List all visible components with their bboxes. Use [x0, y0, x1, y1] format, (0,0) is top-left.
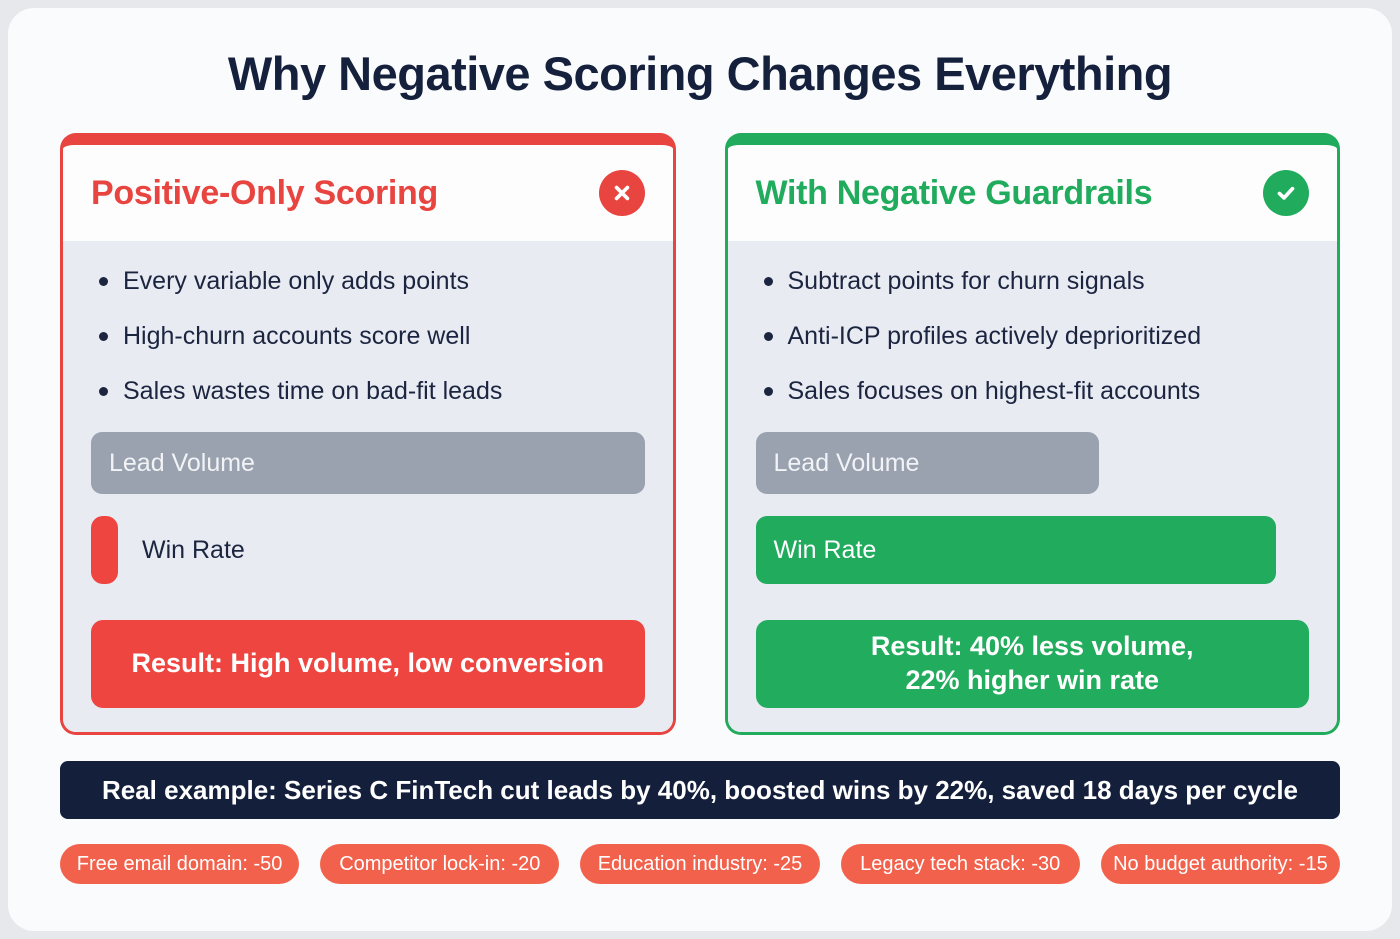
card-positive-bullets: Every variable only adds points High-chu… — [91, 267, 645, 406]
lead-volume-label: Lead Volume — [773, 448, 920, 477]
result-badge-negative: Result: 40% less volume, 22% higher win … — [755, 620, 1309, 708]
card-negative-bars: Lead Volume Win Rate Result: 40% less vo… — [755, 432, 1309, 708]
bullet-item: Anti-ICP profiles actively deprioritized — [756, 322, 1310, 351]
card-negative-bullets: Subtract points for churn signals Anti-I… — [756, 267, 1310, 406]
win-rate-label: Win Rate — [142, 535, 245, 564]
comparison-cards: Positive-Only Scoring Every variable onl… — [8, 133, 1392, 735]
bullet-item: Sales wastes time on bad-fit leads — [91, 377, 645, 406]
card-negative-header: With Negative Guardrails — [727, 145, 1337, 241]
check-icon — [1263, 170, 1309, 216]
card-positive-body: Every variable only adds points High-chu… — [63, 241, 673, 732]
lead-volume-bar: Lead Volume — [91, 432, 645, 494]
page-title: Why Negative Scoring Changes Everything — [227, 47, 1173, 100]
real-example-banner: Real example: Series C FinTech cut leads… — [60, 761, 1340, 819]
win-rate-label: Win Rate — [773, 535, 877, 564]
penalty-pill: No budget authority: -15 — [1100, 844, 1341, 884]
bullet-item: Subtract points for churn signals — [756, 267, 1310, 296]
penalty-pills-row: Free email domain: -50 Competitor lock-i… — [60, 844, 1341, 884]
lead-volume-label: Lead Volume — [109, 448, 255, 477]
result-badge-positive: Result: High volume, low conversion — [91, 620, 645, 708]
lead-volume-bar: Lead Volume — [755, 432, 1099, 494]
penalty-pill: Education industry: -25 — [580, 844, 820, 884]
card-positive-title: Positive-Only Scoring — [91, 173, 438, 212]
card-negative-title: With Negative Guardrails — [755, 173, 1153, 212]
penalty-pill: Free email domain: -50 — [60, 844, 300, 884]
bullet-item: High-churn accounts score well — [91, 322, 645, 351]
card-positive-bars: Lead Volume Win Rate Result: High volume… — [91, 432, 645, 708]
win-rate-bar — [91, 516, 118, 584]
card-positive-header: Positive-Only Scoring — [63, 145, 673, 241]
bullet-item: Sales focuses on highest-fit accounts — [756, 377, 1310, 406]
card-positive-only: Positive-Only Scoring Every variable onl… — [60, 133, 676, 735]
win-rate-row: Win Rate — [91, 516, 645, 584]
card-negative-body: Subtract points for churn signals Anti-I… — [727, 241, 1337, 732]
cross-icon — [598, 170, 645, 216]
penalty-pill: Legacy tech stack: -30 — [840, 844, 1080, 884]
win-rate-bar: Win Rate — [755, 516, 1276, 584]
infographic-page: Why Negative Scoring Changes Everything … — [8, 8, 1392, 931]
penalty-pill: Competitor lock-in: -20 — [320, 844, 560, 884]
bullet-item: Every variable only adds points — [91, 267, 645, 296]
card-negative-guardrails: With Negative Guardrails Subtract points… — [724, 133, 1340, 735]
